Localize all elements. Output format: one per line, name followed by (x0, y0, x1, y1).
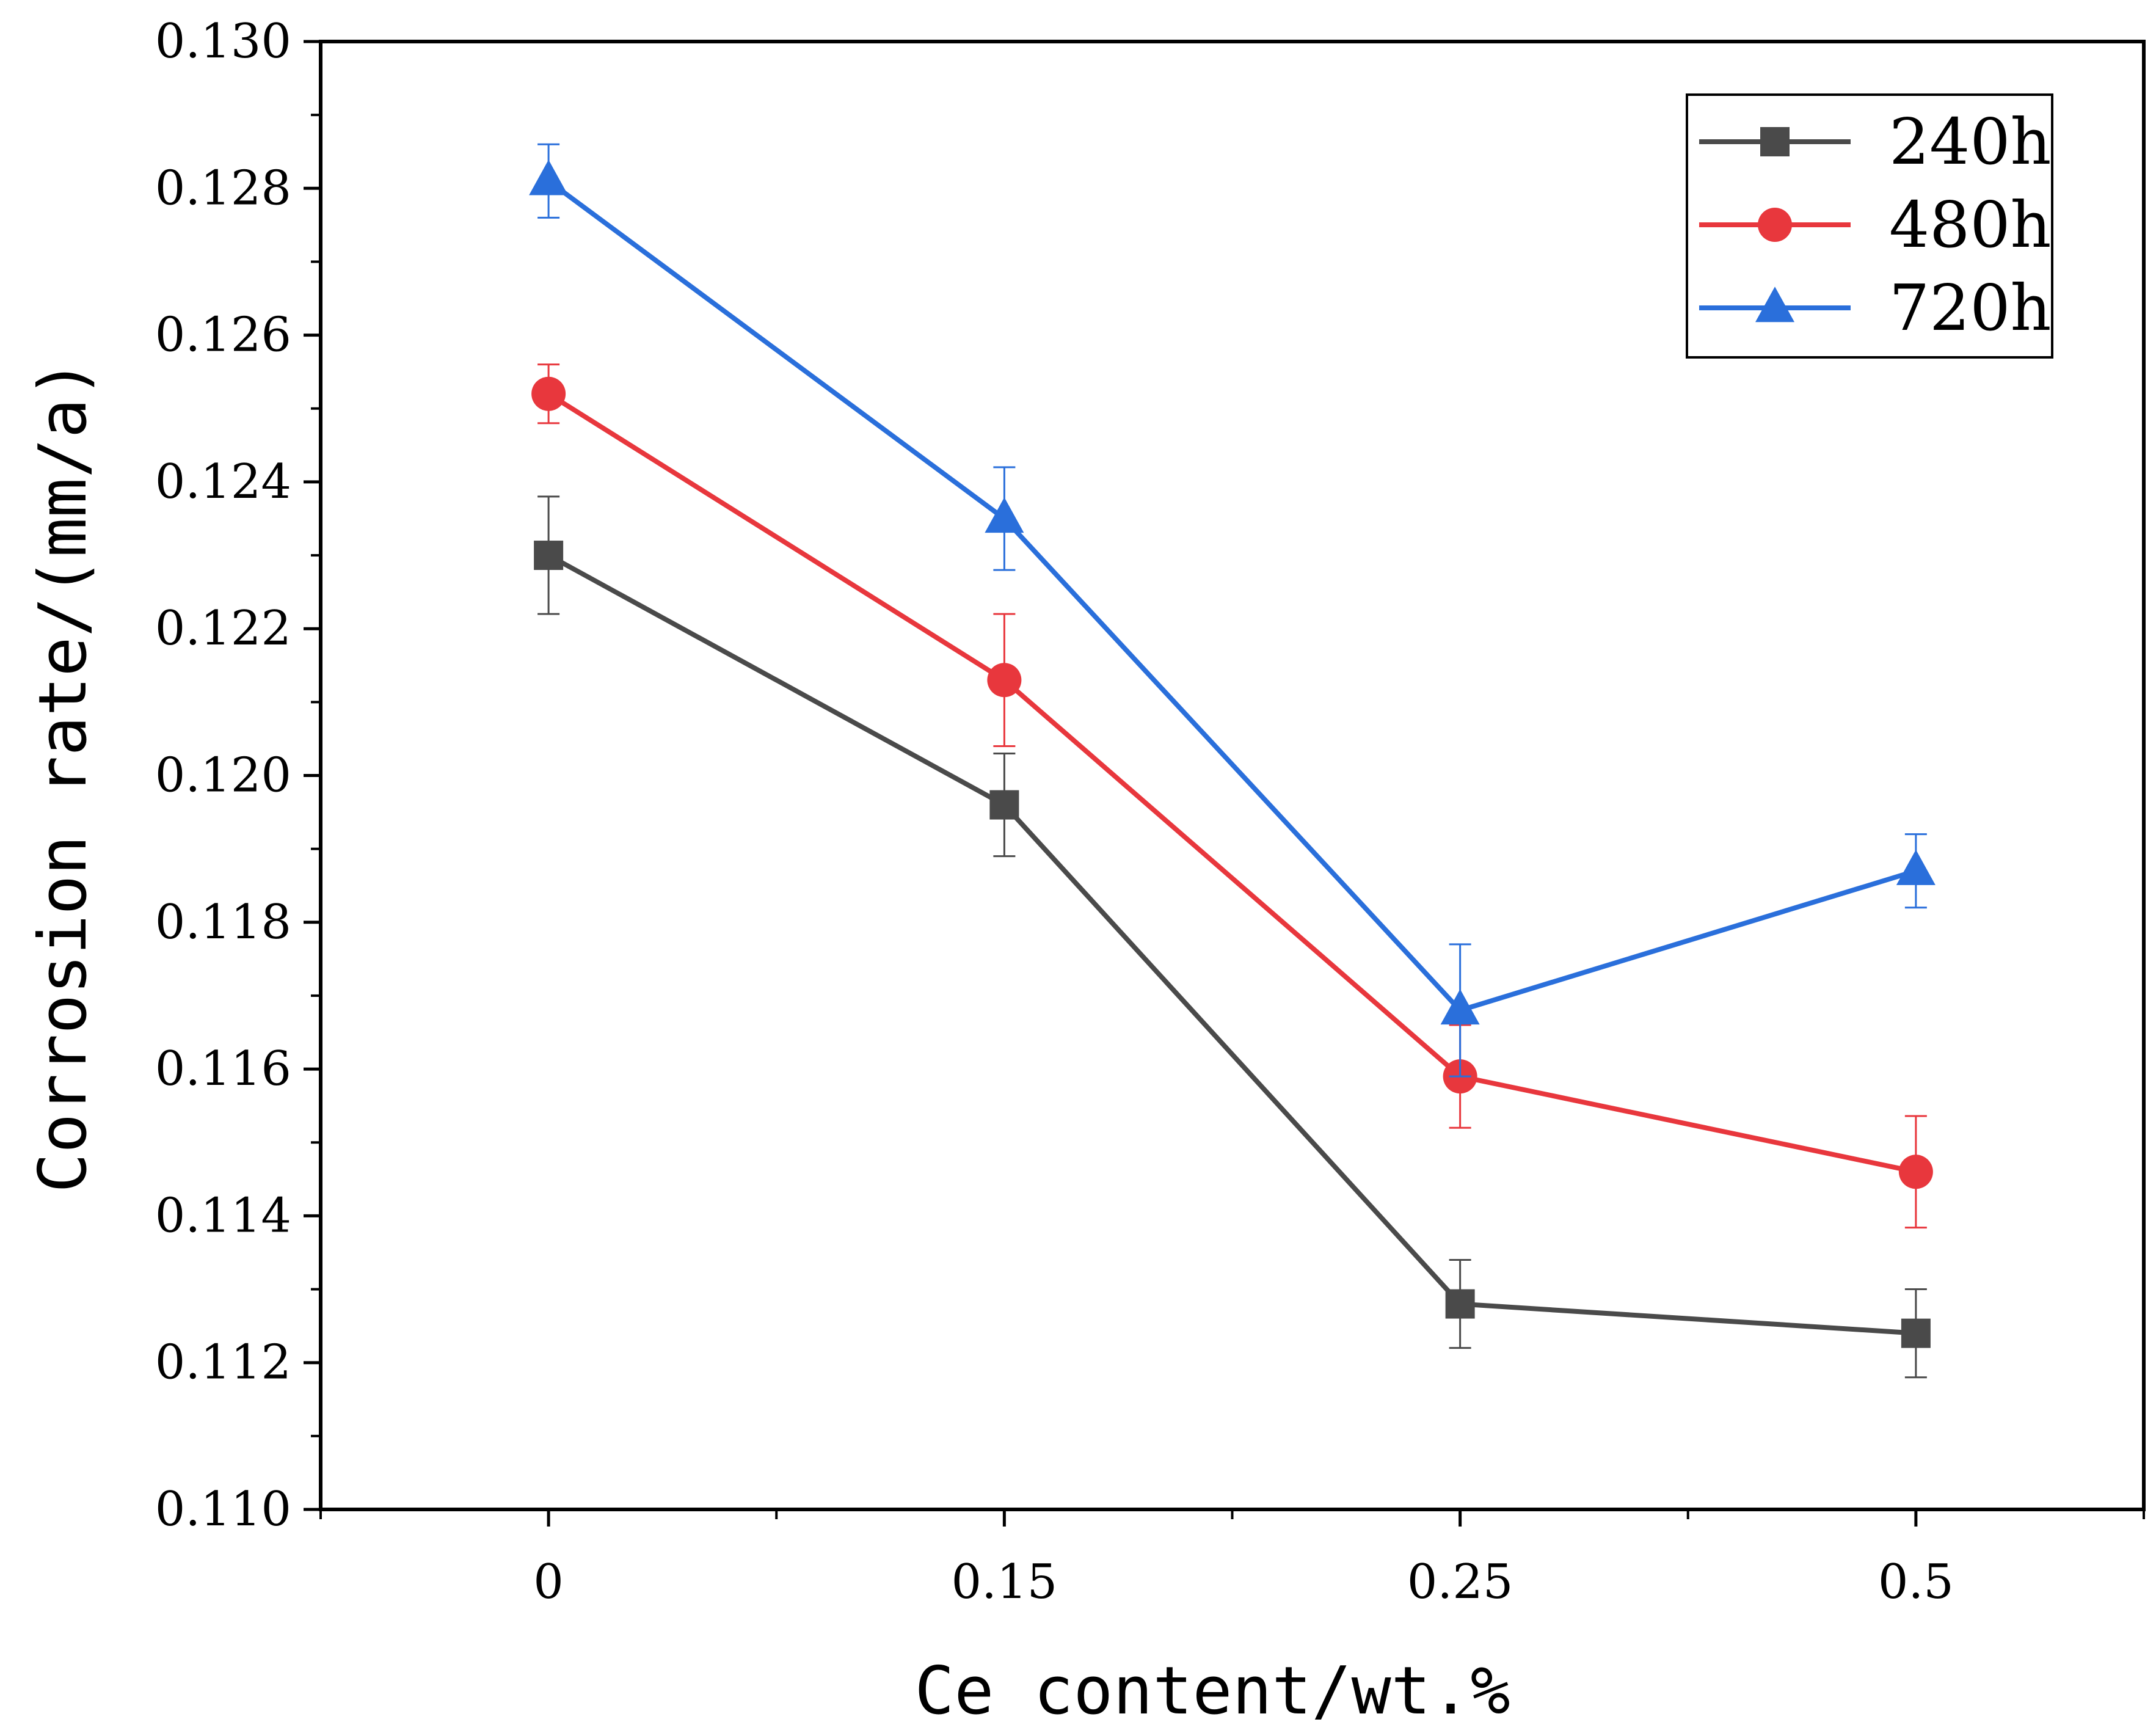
data-point-480h (1898, 1155, 1933, 1189)
legend-label: 720h (1889, 271, 2051, 345)
data-point-720h (985, 497, 1024, 533)
y-tick-label: 0.124 (155, 454, 291, 509)
x-tick-label: 0.25 (1407, 1555, 1513, 1610)
series-480h (531, 363, 1933, 1229)
series-line-720h (547, 179, 1917, 1013)
data-point-480h (531, 376, 566, 411)
y-tick-label: 0.112 (155, 1335, 291, 1390)
y-axis-title: Corrosion rate/(mm/a) (25, 359, 101, 1192)
y-tick-label: 0.110 (155, 1482, 291, 1537)
data-point-720h (1440, 989, 1480, 1025)
data-point-480h (987, 663, 1022, 698)
data-point-240h (1445, 1289, 1475, 1319)
series-720h (529, 143, 1936, 1078)
series-line-480h (547, 392, 1917, 1175)
y-tick-label: 0.122 (155, 601, 291, 656)
data-point-240h (1901, 1318, 1931, 1348)
data-point-240h (989, 790, 1019, 820)
series-line-240h (547, 553, 1917, 1336)
legend-marker-480h (1758, 208, 1792, 242)
data-point-720h (1896, 849, 1936, 885)
data-point-720h (529, 159, 569, 195)
y-tick-label: 0.114 (155, 1188, 291, 1243)
legend-label: 480h (1889, 188, 2051, 262)
legend-marker-240h (1760, 127, 1790, 156)
y-tick-label: 0.120 (155, 748, 291, 803)
x-tick-label: 0.5 (1878, 1555, 1954, 1610)
y-tick-label: 0.116 (155, 1042, 291, 1096)
y-tick-label: 0.126 (155, 308, 291, 363)
x-axis-title: Ce content/wt.% (914, 1653, 1510, 1729)
y-tick-label: 0.118 (155, 895, 291, 950)
series-240h (534, 495, 1931, 1379)
x-tick-label: 0 (533, 1555, 564, 1610)
x-tick-label: 0.15 (952, 1555, 1058, 1610)
legend-marker-720h (1755, 286, 1794, 323)
y-tick-label: 0.130 (155, 14, 291, 69)
data-point-240h (534, 541, 564, 571)
legend-label: 240h (1889, 104, 2051, 179)
legend: 240h 480h 720h (1686, 93, 2053, 359)
y-tick-label: 0.128 (155, 161, 291, 216)
